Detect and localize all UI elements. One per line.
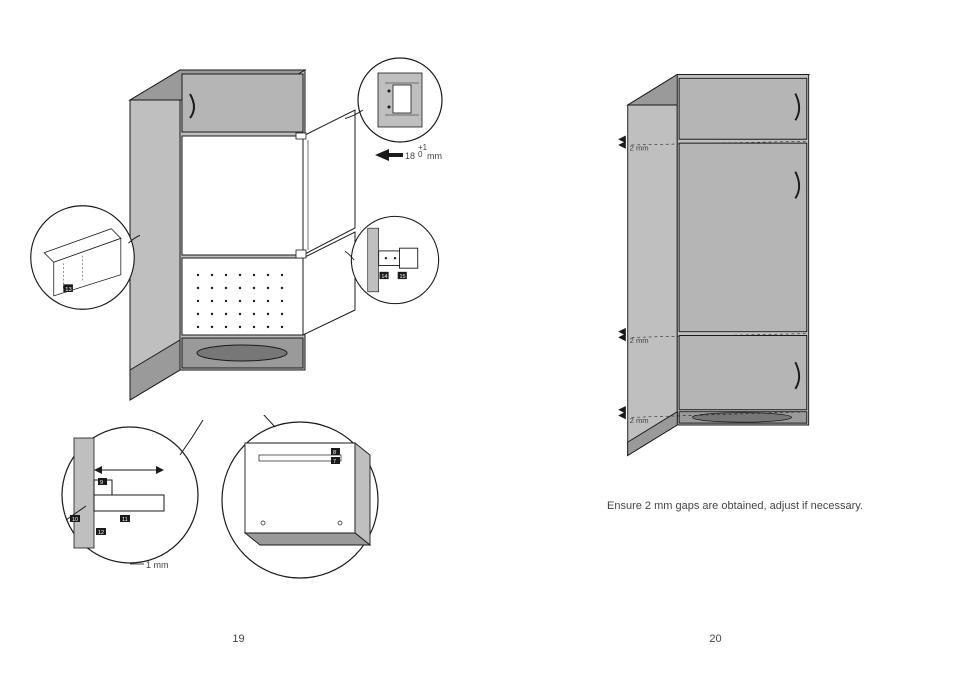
page-number-20: 20 <box>477 633 954 645</box>
detail-circle-left-shelf: 13 <box>25 200 140 315</box>
page-19: 18 mm +1 0 14 15 13 <box>0 0 477 675</box>
page-number-19: 19 <box>0 633 477 645</box>
gap-label-3: 2 mm <box>630 416 649 425</box>
detail-circle-door-bottom: 8 7 <box>215 415 385 585</box>
callout-14: 14 <box>381 274 387 280</box>
detail-circle-slide-connector: 9 10 11 12 1 mm <box>50 420 210 580</box>
caption-gaps: Ensure 2 mm gaps are obtained, adjust if… <box>607 500 863 512</box>
diagram-closed-cabinet: 2 mm 2 mm 2 mm <box>617 65 867 465</box>
callout-11: 11 <box>122 517 128 523</box>
callout-13: 13 <box>65 287 71 293</box>
svg-text:0: 0 <box>418 150 423 159</box>
dim-18-unit: mm <box>427 151 442 161</box>
callout-7: 7 <box>333 459 336 465</box>
detail-circle-hinge: 14 15 <box>345 210 445 310</box>
dim-18-value: 18 <box>405 151 415 161</box>
detail-circle-top-bracket: 18 mm +1 0 <box>345 55 465 215</box>
callout-10: 10 <box>72 517 78 523</box>
dim-1mm: 1 mm <box>146 560 169 570</box>
callout-12: 12 <box>98 530 104 536</box>
page-20: 2 mm 2 mm 2 mm Ensure 2 mm gaps are obta… <box>477 0 954 675</box>
callout-9: 9 <box>100 480 103 486</box>
callout-15: 15 <box>400 274 406 280</box>
gap-label-2: 2 mm <box>630 336 649 345</box>
gap-label-1: 2 mm <box>630 144 649 153</box>
callout-8: 8 <box>333 450 336 456</box>
